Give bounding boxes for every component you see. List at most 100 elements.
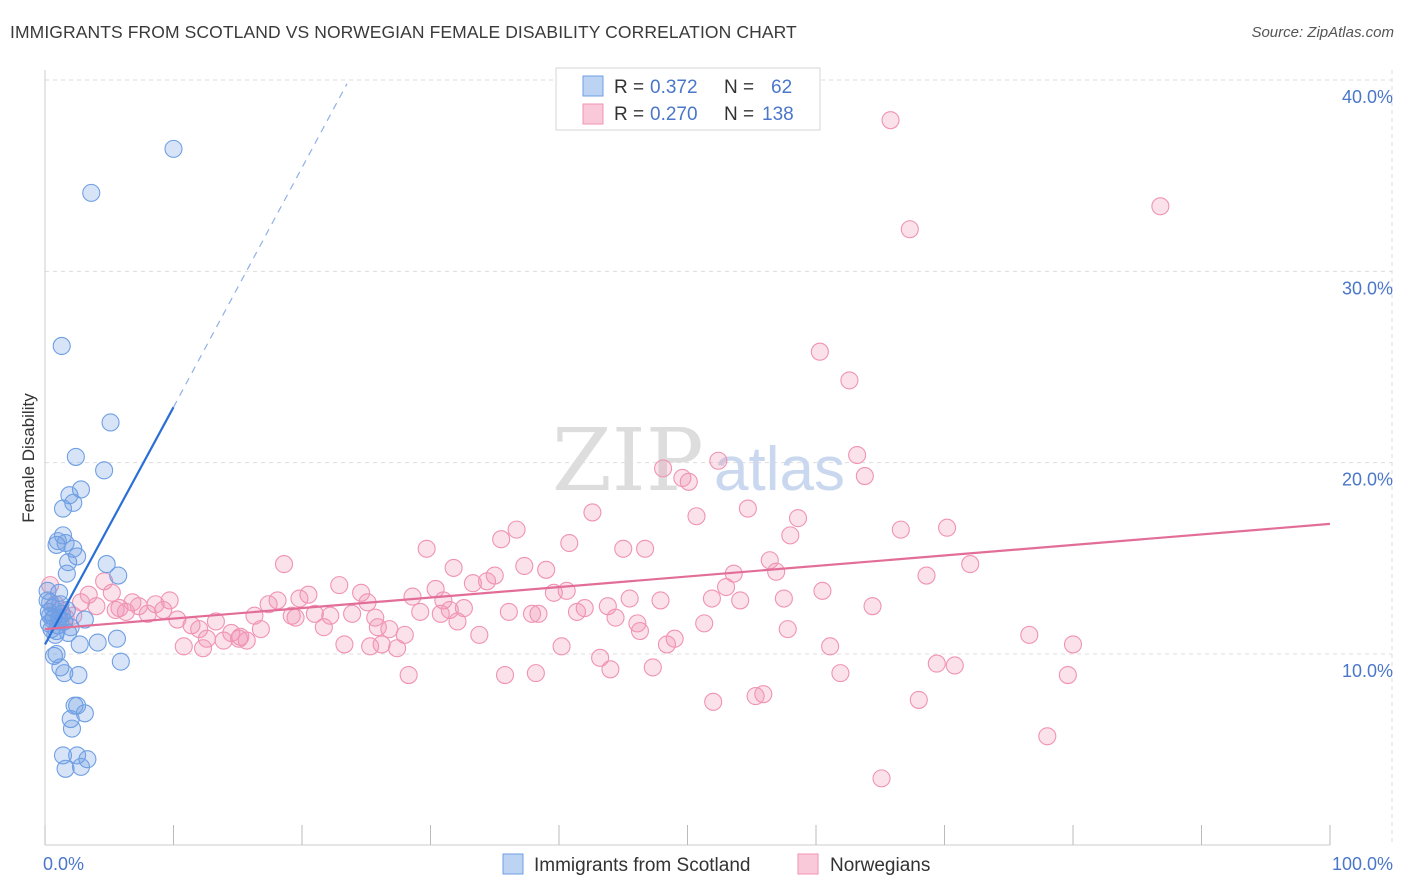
point-norwegians-89 [702, 589, 721, 608]
point-norwegians-30 [259, 595, 278, 614]
point-norwegians-105 [831, 664, 850, 683]
point-norwegians-141 [399, 665, 418, 685]
point-norwegians-101 [788, 509, 808, 528]
point-scotland-55 [111, 652, 130, 671]
point-norwegians-76 [606, 608, 625, 627]
point-scotland-28 [66, 447, 85, 466]
point-scotland-38 [107, 629, 127, 648]
stats-legend-r-value-1: 0.372 [650, 77, 698, 98]
point-norwegians-122 [1058, 665, 1077, 685]
point-scotland-36 [75, 610, 94, 629]
point-scotland-31 [52, 336, 71, 356]
point-scotland-27 [71, 480, 91, 499]
point-norwegians-78 [620, 589, 639, 608]
point-norwegians-94 [738, 499, 757, 518]
point-norwegians-34 [290, 589, 309, 608]
point-norwegians-131 [231, 627, 250, 646]
y-tick-label-2: 30.0% [1342, 278, 1393, 298]
point-scotland-52 [78, 750, 97, 769]
stats-legend-n-label-2: N = [724, 104, 754, 125]
point-norwegians-5 [71, 593, 91, 612]
point-scotland-41 [47, 644, 66, 664]
point-norwegians-132 [286, 608, 305, 627]
point-scotland-29 [95, 461, 114, 480]
point-norwegians-114 [909, 690, 928, 709]
point-norwegians-67 [537, 560, 556, 579]
point-norwegians-19 [174, 637, 193, 656]
stats-legend-r-label-2: R = [614, 104, 644, 125]
point-norwegians-40 [335, 635, 354, 654]
point-norwegians-60 [485, 566, 504, 585]
stats-legend-r-label-1: R = [614, 77, 644, 98]
point-norwegians-90 [709, 451, 728, 470]
point-norwegians-72 [575, 599, 594, 618]
point-norwegians-24 [214, 631, 233, 650]
point-norwegians-74 [591, 648, 610, 667]
point-norwegians-135 [813, 581, 832, 600]
point-norwegians-81 [643, 658, 662, 677]
point-norwegians-70 [560, 533, 579, 553]
point-norwegians-112 [891, 520, 910, 539]
point-scotland-54 [71, 757, 91, 776]
point-scotland-44 [69, 665, 88, 685]
point-norwegians-91 [716, 577, 736, 597]
point-norwegians-102 [654, 459, 673, 478]
stats-legend-n-value-1: 62 [771, 77, 792, 98]
point-norwegians-117 [938, 518, 957, 537]
point-norwegians-31 [268, 591, 287, 610]
point-norwegians-140 [368, 618, 387, 637]
point-norwegians-119 [961, 555, 980, 574]
point-norwegians-21 [190, 620, 209, 639]
x-tick-label-0: 0.0% [43, 854, 84, 874]
stats-legend-swatch-scotland [582, 75, 604, 97]
point-scotland-30 [101, 413, 120, 432]
point-norwegians-109 [863, 597, 882, 616]
chart-title: IMMIGRANTS FROM SCOTLAND VS NORWEGIAN FE… [10, 22, 797, 42]
point-norwegians-86 [679, 472, 698, 491]
point-norwegians-111 [881, 111, 900, 130]
stats-legend-n-value-2: 138 [762, 104, 794, 125]
series-legend-swatch-norwegians [797, 853, 819, 875]
series-legend-swatch-scotland [502, 853, 524, 875]
point-norwegians-134 [630, 621, 650, 641]
point-scotland-32 [82, 183, 101, 202]
point-norwegians-41 [343, 604, 362, 623]
point-norwegians-128 [495, 665, 515, 685]
point-norwegians-107 [848, 445, 867, 465]
point-norwegians-48 [395, 625, 414, 644]
point-scotland-43 [55, 664, 74, 683]
point-norwegians-61 [492, 530, 511, 549]
point-scotland-37 [70, 635, 89, 654]
point-norwegians-125 [431, 604, 450, 623]
point-norwegians-84 [665, 629, 684, 648]
point-norwegians-82 [651, 591, 670, 610]
point-scotland-35 [109, 566, 128, 585]
watermark-atlas: atlas [714, 435, 845, 504]
point-norwegians-45 [372, 635, 391, 654]
point-norwegians-73 [583, 503, 602, 522]
stats-legend-n-label-1: N = [724, 77, 754, 98]
stats-legend-swatch-norwegians [582, 103, 604, 125]
point-scotland-40 [44, 646, 64, 665]
point-scotland-17 [48, 532, 67, 551]
point-scotland-39 [88, 633, 107, 652]
point-norwegians-49 [403, 587, 422, 606]
point-norwegians-139 [194, 639, 213, 658]
data-points [38, 111, 1170, 788]
point-norwegians-100 [781, 526, 800, 545]
stats-legend: R = 0.372 N = 62 R = 0.270 N = 138 [555, 67, 821, 131]
point-scotland-48 [61, 710, 80, 729]
point-norwegians-42 [352, 583, 371, 602]
point-norwegians-98 [767, 562, 786, 581]
point-norwegians-77 [614, 539, 633, 558]
series-legend-label-scotland: Immigrants from Scotland [534, 855, 750, 876]
point-norwegians-47 [388, 639, 407, 658]
point-norwegians-120 [1020, 625, 1039, 644]
point-norwegians-7 [87, 597, 106, 616]
trend-lines [44, 83, 1331, 645]
y-tick-label-3: 40.0% [1342, 87, 1393, 107]
point-norwegians-36 [305, 604, 324, 623]
point-scotland-26 [64, 493, 83, 512]
point-scotland-23 [57, 564, 76, 583]
